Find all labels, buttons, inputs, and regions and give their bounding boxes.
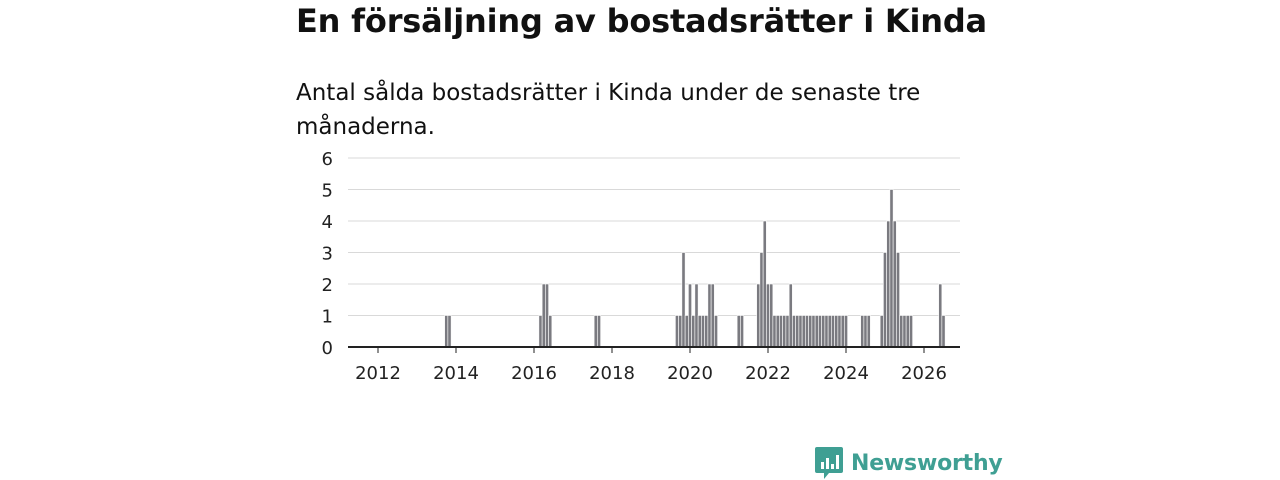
bar (886, 220, 891, 348)
x-tick-label: 2014 (433, 363, 479, 384)
bar (697, 315, 702, 348)
bar (597, 315, 601, 348)
bar (710, 283, 715, 348)
bar-chart: 0 1 2 3 4 5 6 2012 2014 2016 2018 2020 2022 2024 2026 (322, 149, 960, 384)
y-tick-label: 0 (322, 338, 333, 359)
bar (678, 315, 683, 348)
bar (902, 315, 907, 348)
bar (941, 315, 946, 348)
bar (675, 315, 679, 348)
bar (444, 315, 449, 348)
bar (740, 315, 744, 348)
bar (866, 315, 871, 348)
bar (814, 315, 819, 348)
bar (775, 315, 780, 348)
bar (766, 283, 770, 348)
bar (811, 315, 816, 348)
bar (834, 315, 839, 348)
bar (541, 283, 546, 348)
bar (704, 315, 709, 348)
chart-subtitle: Antal sålda bostadsrätter i Kinda under … (296, 80, 921, 140)
bar (707, 283, 712, 348)
y-tick-label: 1 (322, 307, 333, 328)
bar (714, 315, 718, 348)
newsworthy-brand: Newsworthy (814, 446, 1003, 480)
x-tick-label: 2022 (745, 363, 791, 384)
bar (818, 315, 822, 348)
bar (701, 315, 705, 348)
bar (863, 315, 868, 348)
bar (889, 189, 894, 348)
bar (538, 315, 543, 348)
x-tick-label: 2016 (511, 363, 557, 384)
y-tick-label: 5 (322, 181, 333, 202)
bar (831, 315, 835, 348)
bar (837, 315, 842, 348)
bar (808, 315, 813, 348)
y-tick-label: 6 (322, 149, 333, 170)
x-tick-label: 2020 (667, 363, 713, 384)
bar (805, 315, 809, 348)
bar (909, 315, 913, 348)
bar (824, 315, 829, 348)
y-tick-label: 2 (322, 275, 333, 296)
bar (688, 283, 692, 348)
bar (795, 315, 800, 348)
bar (938, 283, 943, 348)
bar (860, 315, 865, 348)
bar (827, 315, 832, 348)
bar (772, 315, 777, 348)
bar (782, 315, 787, 348)
bar (548, 315, 553, 348)
bar (447, 315, 452, 348)
bar (736, 315, 741, 348)
bar (691, 315, 696, 348)
bar (899, 315, 904, 348)
x-tick-label: 2018 (589, 363, 635, 384)
bar (879, 315, 884, 348)
x-tick-label: 2024 (823, 363, 869, 384)
bar (798, 315, 803, 348)
bar (785, 315, 790, 348)
bar (844, 315, 848, 348)
bar (792, 315, 796, 348)
bar (896, 252, 900, 348)
y-tick-label: 4 (322, 212, 333, 233)
bar (694, 283, 699, 348)
x-tick-label: 2012 (355, 363, 401, 384)
bar (788, 283, 793, 348)
bar (545, 283, 549, 348)
brand-name: Newsworthy (851, 450, 1003, 476)
bar (762, 220, 767, 348)
bar (840, 315, 845, 348)
bar (892, 220, 897, 348)
bar (905, 315, 910, 348)
bar (821, 315, 826, 348)
bar (684, 315, 689, 348)
chart-title: En försäljning av bostadsrätter i Kinda (296, 2, 987, 40)
bar (759, 252, 764, 348)
newsworthy-logo-icon (815, 447, 843, 479)
bar (779, 315, 783, 348)
bar (593, 315, 598, 348)
bar (801, 315, 806, 348)
bar (681, 252, 686, 348)
bar (769, 283, 774, 348)
bar (883, 252, 887, 348)
y-tick-label: 3 (322, 244, 333, 265)
x-tick-label: 2026 (901, 363, 947, 384)
bar (756, 283, 761, 348)
